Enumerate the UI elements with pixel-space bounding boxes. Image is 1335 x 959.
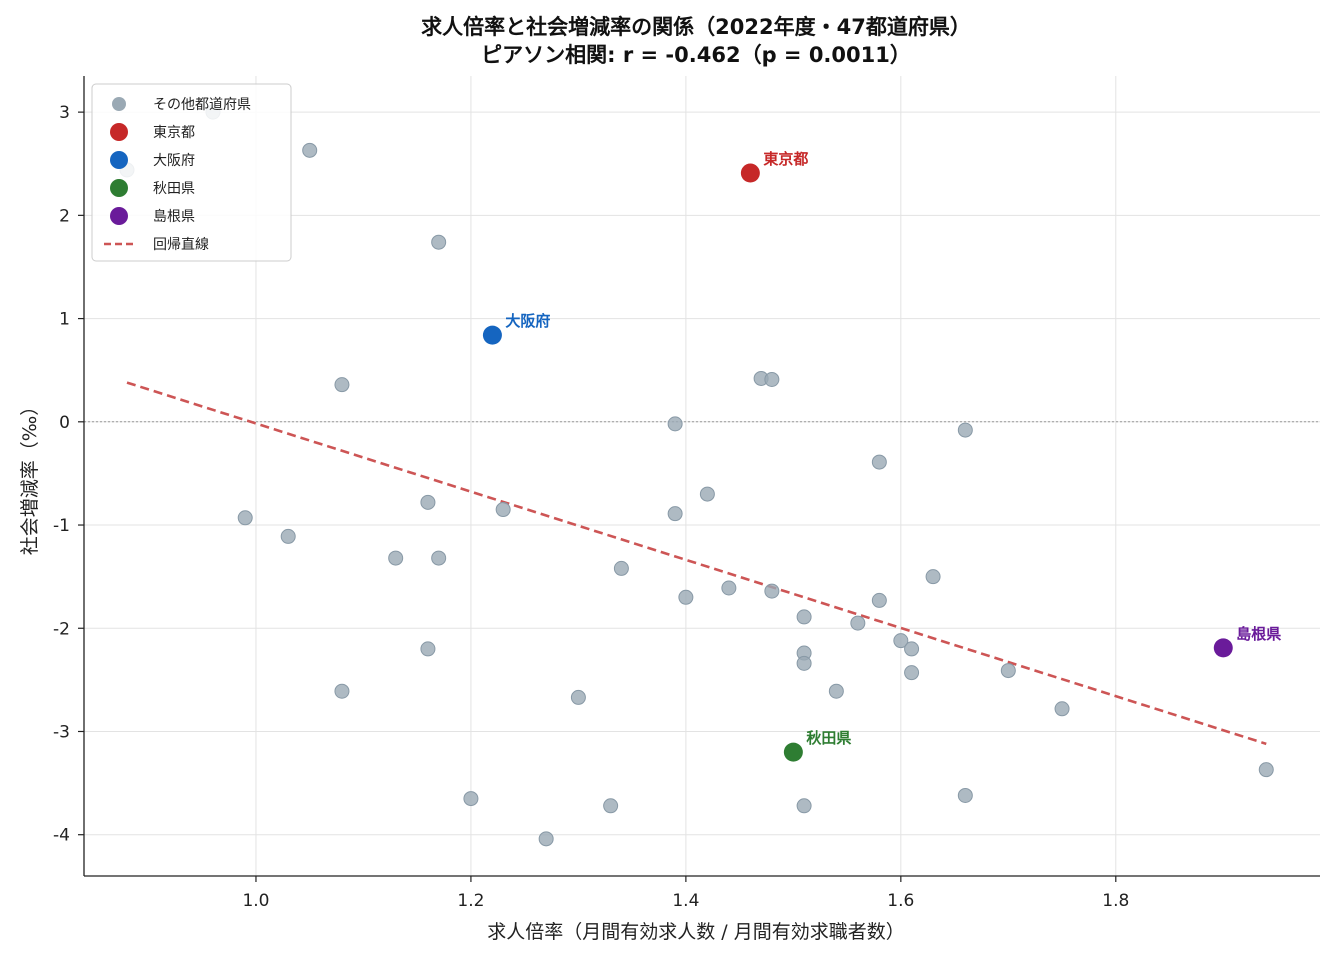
- other-prefecture-point: [871, 592, 887, 608]
- regression-line-group: [126, 381, 1267, 746]
- axes: [83, 76, 1320, 877]
- other-prefecture-point: [570, 689, 586, 705]
- other-prefecture-point: [871, 454, 887, 470]
- legend-label-others: その他都道府県: [153, 97, 251, 113]
- y-axis-label: 社会増減率（‰）: [19, 397, 41, 556]
- other-prefecture-point: [431, 234, 447, 250]
- other-prefecture-point: [613, 560, 629, 576]
- y-tick-label: -1: [53, 516, 70, 536]
- other-prefecture-point: [495, 502, 511, 518]
- other-prefecture-point: [1000, 663, 1016, 679]
- legend-box: [91, 83, 292, 262]
- other-prefecture-point: [957, 787, 973, 803]
- other-prefecture-point: [764, 583, 780, 599]
- other-prefecture-point: [420, 494, 436, 510]
- legend-marker-tokyo: [110, 123, 128, 141]
- chart-subtitle: ピアソン相関: r = -0.462（p = 0.0011）: [481, 43, 911, 67]
- other-prefecture-point: [603, 798, 619, 814]
- x-tick-label: 1.8: [1102, 891, 1129, 911]
- other-prefecture-point: [904, 665, 920, 681]
- legend-label-akita: 秋田県: [153, 181, 195, 197]
- legend-label-regression: 回帰直線: [153, 236, 209, 253]
- y-tick-label: 0: [59, 413, 70, 433]
- other-prefecture-point: [667, 506, 683, 522]
- shimane-point: [1213, 638, 1233, 658]
- other-prefecture-point: [538, 831, 554, 847]
- point-annotation: 東京都: [763, 150, 808, 168]
- other-prefecture-point: [828, 683, 844, 699]
- other-prefecture-point: [796, 655, 812, 671]
- other-prefecture-point: [925, 569, 941, 585]
- x-tick-label: 1.4: [672, 891, 699, 911]
- other-prefecture-point: [796, 609, 812, 625]
- point-annotation: 秋田県: [806, 729, 851, 747]
- akita-point: [783, 742, 803, 762]
- legend-marker-others: [112, 97, 126, 111]
- other-prefecture-point: [1258, 762, 1274, 778]
- other-prefecture-point: [699, 486, 715, 502]
- point-annotation: 大阪府: [505, 312, 550, 330]
- other-prefecture-point: [667, 416, 683, 432]
- tokyo-point: [740, 163, 760, 183]
- point-annotation: 島根県: [1236, 625, 1281, 643]
- chart-title: 求人倍率と社会増減率の関係（2022年度・47都道府県）: [421, 15, 971, 39]
- legend-marker-osaka: [110, 151, 128, 169]
- other-prefecture-point: [280, 528, 296, 544]
- other-prefecture-point: [334, 683, 350, 699]
- data-points: [119, 104, 1274, 847]
- legend: その他都道府県 東京都 大阪府 秋田県 島根県 回帰直線: [91, 83, 292, 262]
- other-prefecture-point: [1054, 701, 1070, 717]
- other-prefecture-point: [388, 550, 404, 566]
- other-prefecture-point: [431, 550, 447, 566]
- y-tick-label: 2: [59, 206, 70, 226]
- other-prefecture-point: [237, 510, 253, 526]
- other-prefecture-point: [893, 633, 909, 649]
- other-prefecture-point: [302, 142, 318, 158]
- osaka-point: [482, 325, 502, 345]
- regression-line: [126, 381, 1267, 746]
- x-tick-label: 1.6: [887, 891, 914, 911]
- x-tick-label: 1.0: [242, 891, 269, 911]
- y-tick-label: 1: [59, 310, 70, 330]
- y-tick-label: -2: [53, 619, 70, 639]
- axis-ticks: 1.0 1.2 1.4 1.6 1.8 3 2 1 0 -1 -2 -3 -4: [53, 103, 1129, 911]
- other-prefecture-point: [850, 615, 866, 631]
- other-prefecture-point: [796, 798, 812, 814]
- x-tick-label: 1.2: [457, 891, 484, 911]
- legend-label-osaka: 大阪府: [153, 153, 195, 169]
- other-prefecture-point: [764, 371, 780, 387]
- x-axis-label: 求人倍率（月間有効求人数 / 月間有効求職者数）: [487, 921, 904, 943]
- y-tick-label: 3: [59, 103, 70, 123]
- y-tick-label: -4: [53, 826, 70, 846]
- other-prefecture-point: [678, 589, 694, 605]
- legend-marker-shimane: [110, 207, 128, 225]
- other-prefecture-point: [463, 791, 479, 807]
- y-tick-label: -3: [53, 722, 70, 742]
- legend-marker-akita: [110, 179, 128, 197]
- legend-label-shimane: 島根県: [153, 209, 195, 225]
- other-prefecture-point: [420, 641, 436, 657]
- other-prefecture-point: [721, 580, 737, 596]
- legend-label-tokyo: 東京都: [153, 125, 195, 141]
- other-prefecture-point: [957, 422, 973, 438]
- other-prefecture-point: [334, 377, 350, 393]
- other-prefecture-point: [904, 641, 920, 657]
